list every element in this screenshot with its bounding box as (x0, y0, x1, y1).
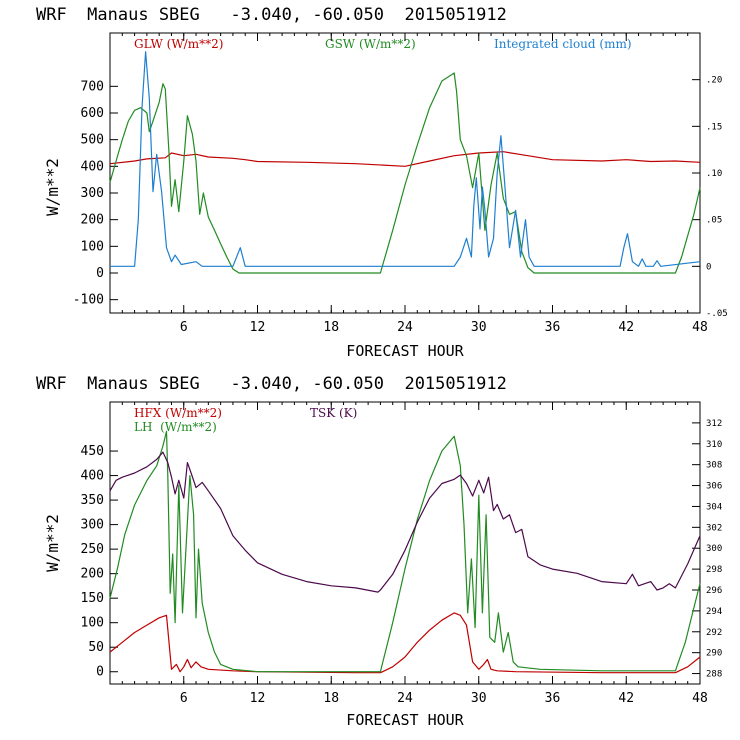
bottom-x-tick-label: 6 (180, 691, 188, 706)
bottom-y2-tick-label: 288 (706, 670, 722, 680)
bottom-y-tick-label: 50 (88, 640, 104, 655)
top-x-tick-label: 6 (180, 320, 188, 335)
top-y-axis-label: W/m**2 (43, 158, 62, 216)
bottom-y2-tick-label: 292 (706, 628, 722, 638)
bottom-y2-tick-label: 294 (706, 607, 722, 617)
bottom-y2-tick-label: 312 (706, 419, 722, 429)
bottom-chart-title: WRF Manaus SBEG -3.040, -60.050 20150519… (36, 374, 507, 394)
series-line-tsk (109, 451, 701, 593)
top-y-tick-label: 600 (81, 106, 104, 121)
top-x-axis-label: FORECAST HOUR (346, 342, 464, 360)
top-x-tick-label: 18 (323, 320, 339, 335)
bottom-y2-tick-label: 290 (706, 649, 722, 659)
legend-lh: LH (W/m**2) (134, 420, 217, 434)
bottom-series-lines (109, 430, 701, 674)
bottom-y-tick-label: 400 (81, 469, 104, 484)
bottom-y2-tick-label: 304 (706, 502, 722, 512)
bottom-y-tick-label: 100 (81, 616, 104, 631)
top-y2-tick-label: .15 (706, 122, 722, 132)
bottom-y2-tick-label: 302 (706, 523, 722, 533)
series-line-glw (109, 151, 701, 167)
series-line-lh (109, 430, 701, 673)
top-chart-title: WRF Manaus SBEG -3.040, -60.050 20150519… (36, 5, 507, 25)
bottom-y2-tick-label: 306 (706, 482, 722, 492)
bottom-x-tick-label: 30 (471, 691, 487, 706)
legend-glw: GLW (W/m**2) (134, 37, 223, 51)
top-y-tick-label: -100 (73, 293, 104, 308)
bottom-x-tick-label: 12 (250, 691, 266, 706)
bottom-y-tick-label: 250 (81, 542, 104, 557)
bottom-y2-tick-label: 300 (706, 544, 722, 554)
legend-hfx: HFX (W/m**2) (134, 406, 222, 420)
bottom-x-tick-label: 36 (545, 691, 561, 706)
bottom-y-tick-label: 0 (96, 665, 104, 680)
top-y-tick-label: 300 (81, 186, 104, 201)
top-axis-ticks: 6 12 18 24 30 36 42 48 -100 0 100 200 300 400 500 600 70… (73, 33, 728, 335)
top-x-tick-label: 24 (397, 320, 413, 335)
top-y2-tick-label: .20 (706, 76, 722, 86)
bottom-y-tick-label: 200 (81, 567, 104, 582)
top-x-tick-label: 12 (250, 320, 266, 335)
top-chart-panel: WRF Manaus SBEG -3.040, -60.050 20150519… (36, 5, 728, 360)
top-x-tick-label: 42 (618, 320, 634, 335)
top-x-tick-label: 30 (471, 320, 487, 335)
top-x-tick-label: 48 (692, 320, 708, 335)
top-y-tick-label: 0 (96, 266, 104, 281)
bottom-y-axis-label: W/m**2 (43, 514, 62, 572)
series-line-integrated-cloud (110, 51, 701, 267)
series-line-gsw (109, 72, 701, 274)
bottom-y-tick-label: 150 (81, 591, 104, 606)
bottom-y2-tick-label: 296 (706, 586, 722, 596)
top-y2-tick-label: -.05 (706, 309, 728, 319)
top-y-tick-label: 200 (81, 213, 104, 228)
top-y-tick-label: 700 (81, 79, 104, 94)
bottom-x-axis-label: FORECAST HOUR (346, 711, 464, 729)
top-y2-tick-label: .10 (706, 169, 722, 179)
bottom-y-tick-label: 300 (81, 518, 104, 533)
bottom-plot-frame (109, 401, 701, 685)
top-y-tick-label: 500 (81, 133, 104, 148)
bottom-x-tick-label: 48 (692, 691, 708, 706)
bottom-y-tick-label: 450 (81, 444, 104, 459)
legend-integrated-cloud: Integrated cloud (mm) (494, 37, 632, 51)
series-line-hfx (109, 612, 701, 674)
top-plot-frame (109, 32, 701, 314)
top-y-tick-label: 100 (81, 239, 104, 254)
top-y-tick-label: 400 (81, 159, 104, 174)
legend-tsk: TSK (K) (310, 406, 357, 420)
top-y2-tick-label: .05 (706, 216, 722, 226)
top-x-tick-label: 36 (545, 320, 561, 335)
top-series-lines (109, 51, 701, 274)
bottom-y2-tick-label: 310 (706, 440, 722, 450)
bottom-y2-tick-label: 308 (706, 461, 722, 471)
bottom-y2-tick-label: 298 (706, 565, 722, 575)
bottom-x-tick-label: 18 (323, 691, 339, 706)
bottom-x-tick-label: 24 (397, 691, 413, 706)
top-y2-tick-label: 0 (706, 262, 711, 272)
bottom-axis-ticks: 6 12 18 24 30 36 42 48 0 50 100 150 200 250 300 350 400 4… (81, 402, 722, 706)
legend-gsw: GSW (W/m**2) (325, 37, 416, 51)
bottom-chart-panel: WRF Manaus SBEG -3.040, -60.050 20150519… (36, 374, 722, 729)
bottom-x-tick-label: 42 (618, 691, 634, 706)
bottom-y-tick-label: 350 (81, 493, 104, 508)
